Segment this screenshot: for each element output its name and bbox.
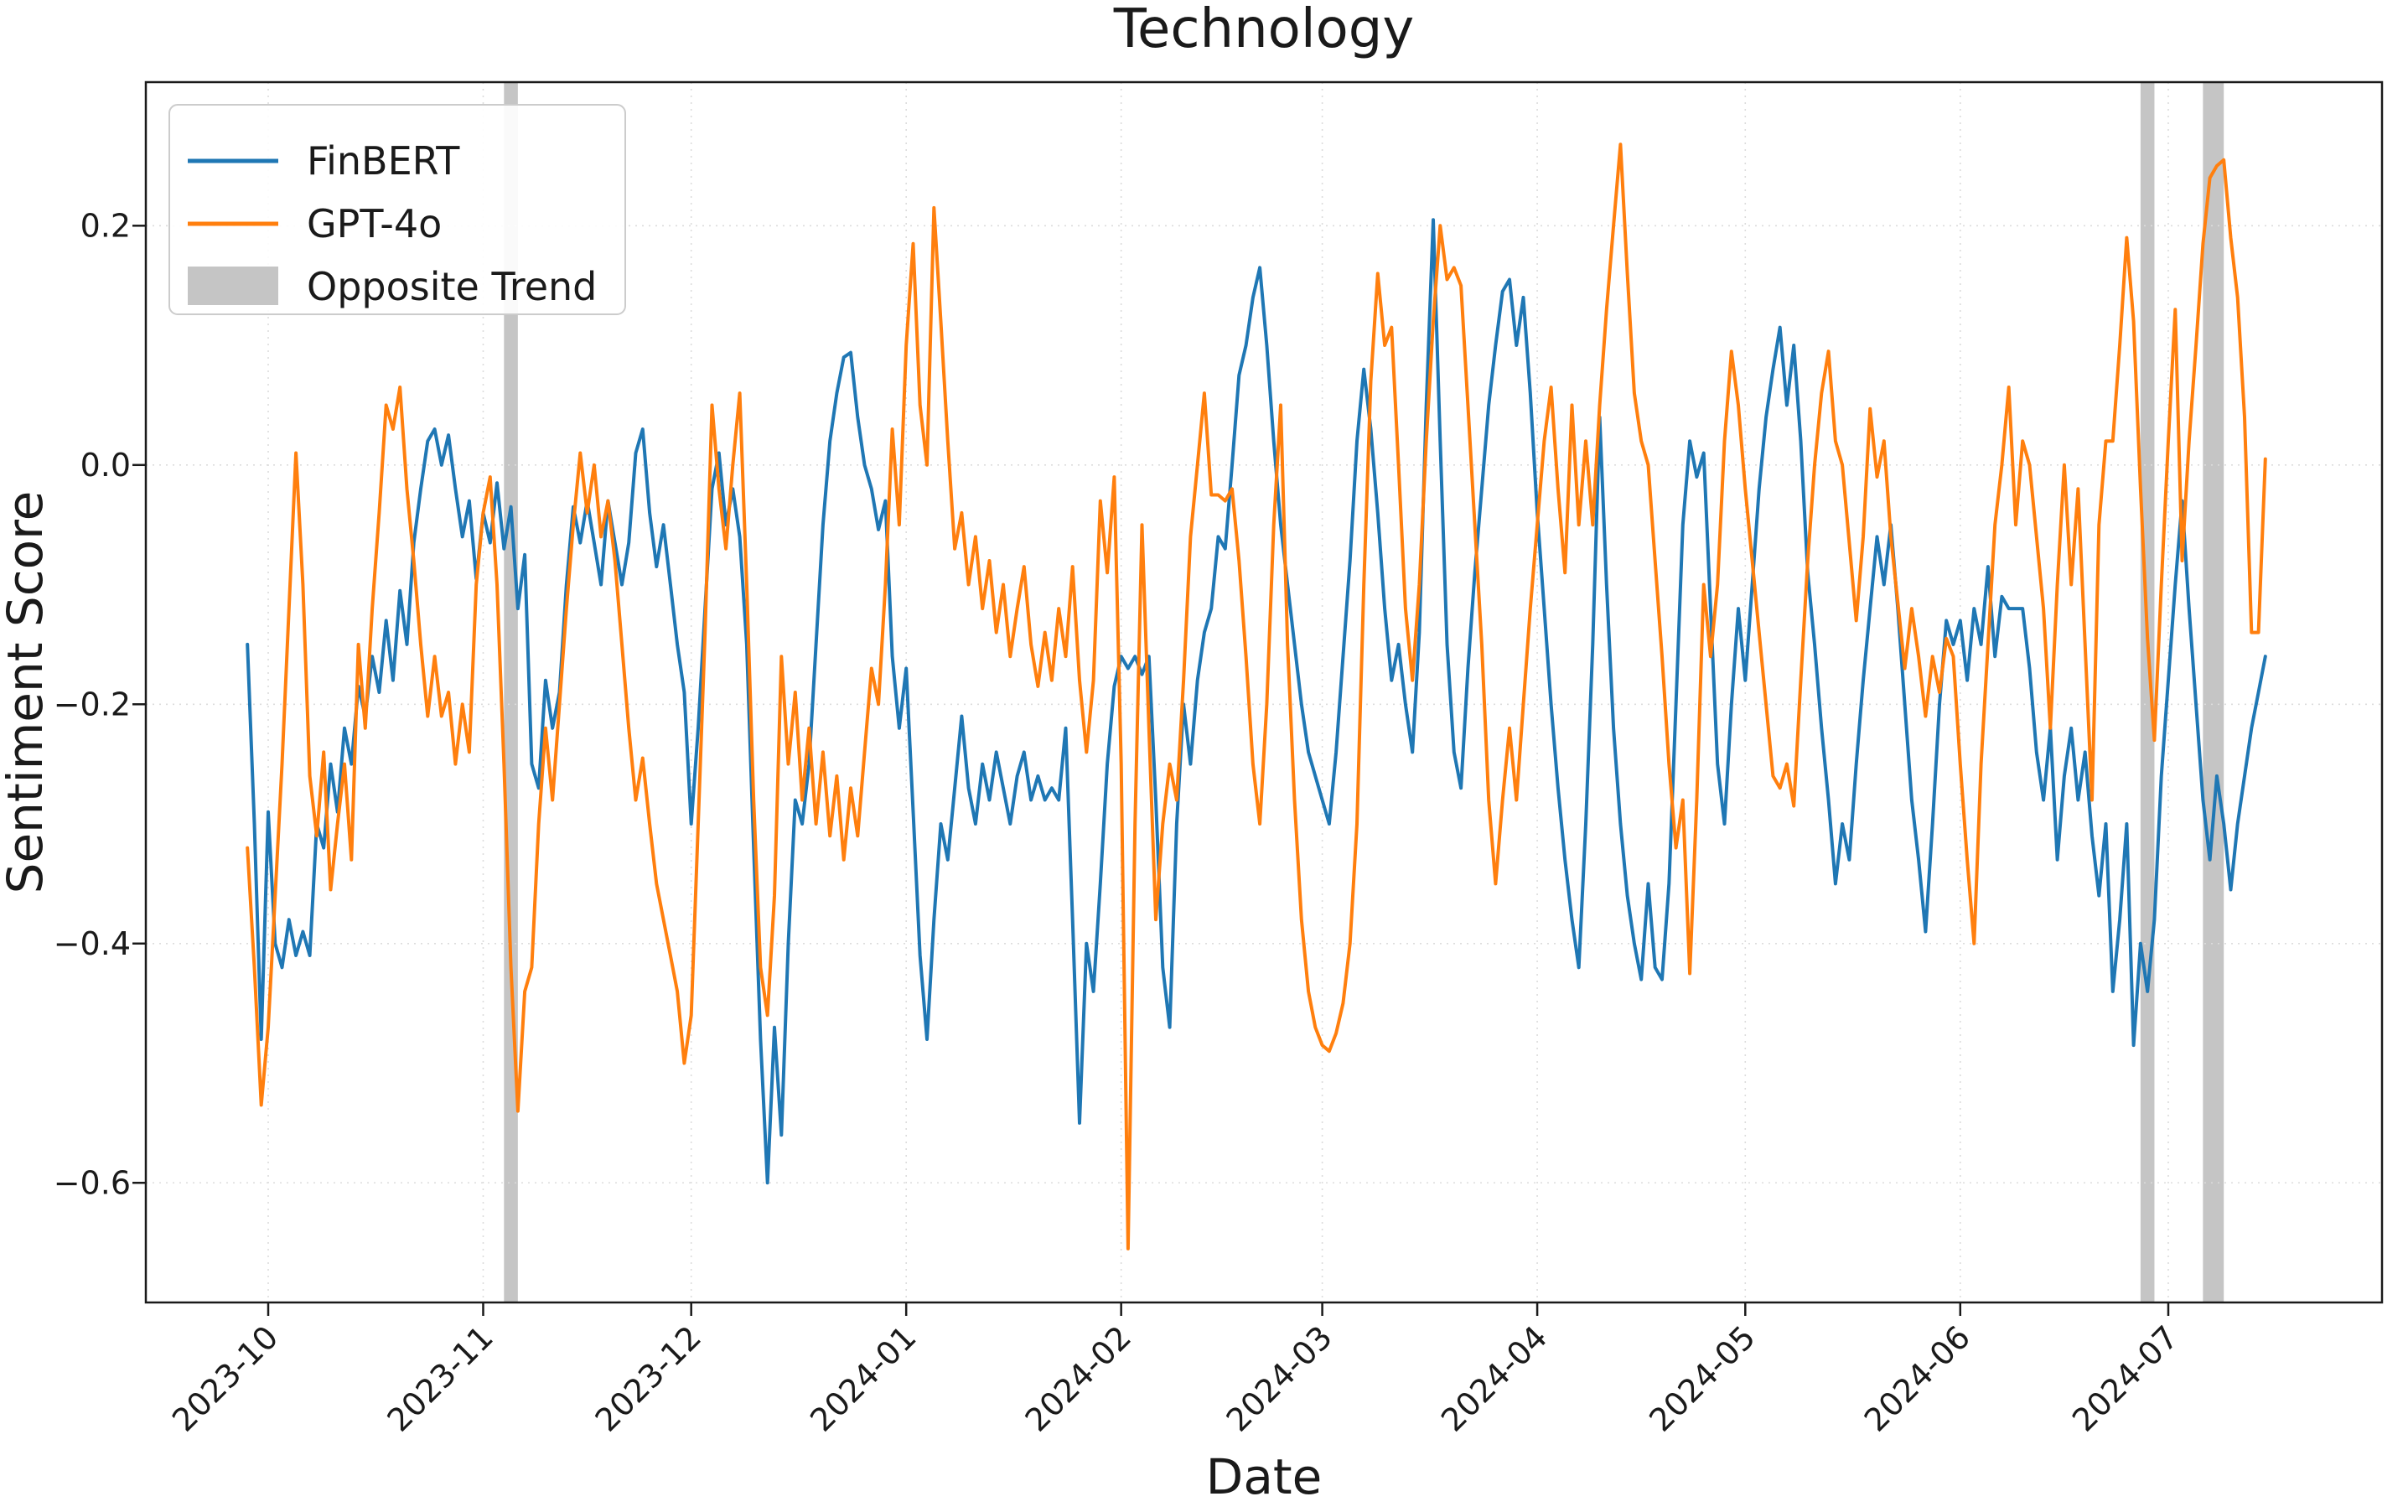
y-axis-label: Sentiment Score [0, 491, 54, 894]
series-lines [246, 142, 2267, 1251]
x-axis-label: Date [1206, 1448, 1323, 1505]
x-tick-label: 2024-02 [1018, 1318, 1138, 1438]
x-tick-label: 2024-04 [1434, 1318, 1554, 1438]
opposite-trend-band [2140, 82, 2155, 1302]
plot-frame [144, 80, 2384, 1304]
x-tick-label: 2024-01 [803, 1318, 923, 1438]
legend: FinBERT GPT-4o Opposite Trend [168, 104, 626, 315]
x-tick-label: 2024-07 [2065, 1318, 2185, 1438]
x-tick-label: 2023-12 [588, 1318, 708, 1438]
x-tick-label: 2024-06 [1857, 1318, 1977, 1438]
legend-label-gpt4o: GPT-4o [307, 201, 442, 246]
y-tick-label: −0.4 [54, 925, 131, 962]
x-tick-label: 2023-10 [165, 1318, 285, 1438]
y-tick-label: 0.2 [80, 207, 131, 244]
y-tick-label: −0.2 [54, 686, 131, 722]
chart-title: Technology [1113, 0, 1415, 60]
x-tick-label: 2024-05 [1642, 1318, 1762, 1438]
legend-label-finbert: FinBERT [307, 138, 460, 184]
x-tick-label: 2023-11 [380, 1318, 500, 1438]
legend-label-opposite-trend: Opposite Trend [307, 264, 597, 309]
legend-box [168, 104, 626, 315]
opposite-trend-bands [504, 82, 2224, 1302]
y-tick-label: 0.0 [80, 447, 131, 484]
opposite-trend-band [504, 82, 518, 1302]
legend-patch-opposite-trend [188, 267, 278, 305]
series-line-finbert [246, 218, 2267, 1185]
tick-marks [132, 225, 2170, 1316]
y-tick-labels: 0.2 0.0 −0.2 −0.4 −0.6 [54, 207, 131, 1201]
series-line-gpt-4o [246, 142, 2267, 1251]
y-tick-label: −0.6 [54, 1164, 131, 1201]
x-tick-label: 2024-03 [1220, 1318, 1339, 1438]
x-tick-labels: 2023-10 2023-11 2023-12 2024-01 2024-02 2024-… [165, 1318, 2185, 1438]
opposite-trend-band [2203, 82, 2224, 1302]
